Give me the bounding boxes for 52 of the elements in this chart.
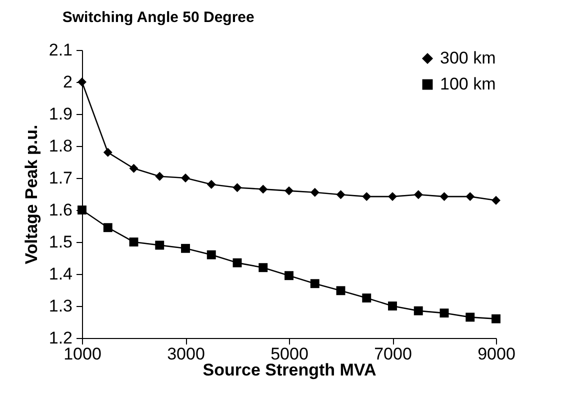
point (155, 240, 164, 250)
point (258, 263, 268, 272)
point (362, 192, 372, 202)
point (103, 148, 112, 157)
y-tick-label: 1.3 (48, 296, 72, 316)
x-tick-label: 3000 (167, 344, 205, 364)
point (284, 271, 294, 280)
point (414, 306, 423, 316)
point (103, 223, 112, 232)
y-tick-label: 1.7 (48, 168, 72, 188)
point (284, 186, 294, 196)
x-tick-label: 9000 (478, 344, 516, 364)
point (232, 183, 242, 192)
point (362, 294, 372, 302)
point (492, 314, 500, 324)
x-axis-title: Source Strength MVA (202, 360, 376, 380)
point (466, 312, 475, 322)
point (181, 244, 190, 253)
point (258, 184, 268, 194)
x-tick-label: 1000 (64, 344, 102, 364)
point (206, 180, 216, 189)
point (310, 188, 320, 197)
point (466, 192, 475, 202)
legend-label: 300 km (440, 48, 496, 68)
point (336, 190, 346, 200)
point (492, 196, 500, 205)
point (388, 302, 397, 310)
y-tick-label: 2.1 (48, 40, 72, 60)
point (129, 238, 138, 246)
x-tick-label: 7000 (374, 344, 412, 364)
y-tick-label: 1.9 (48, 104, 72, 124)
y-tick-label: 1.8 (48, 136, 72, 156)
point (155, 172, 164, 181)
point (336, 286, 346, 296)
y-tick-label: 1.2 (48, 328, 72, 348)
point (310, 279, 320, 288)
point (232, 258, 242, 268)
point (388, 192, 397, 202)
y-tick-label: 1.5 (48, 232, 72, 252)
point (129, 164, 138, 173)
point (440, 308, 449, 318)
point (414, 190, 423, 200)
x-tick-label: 5000 (270, 344, 308, 364)
legend-label: 100 km (440, 74, 496, 94)
y-axis-title: Voltage Peak p.u. (22, 124, 41, 264)
y-tick-label: 1.6 (48, 200, 72, 220)
point (181, 174, 190, 182)
point (206, 250, 216, 260)
point (440, 192, 449, 202)
y-tick-label: 2 (63, 72, 72, 92)
y-tick-label: 1.4 (48, 264, 72, 284)
chart-title: Switching Angle 50 Degree (62, 9, 254, 26)
